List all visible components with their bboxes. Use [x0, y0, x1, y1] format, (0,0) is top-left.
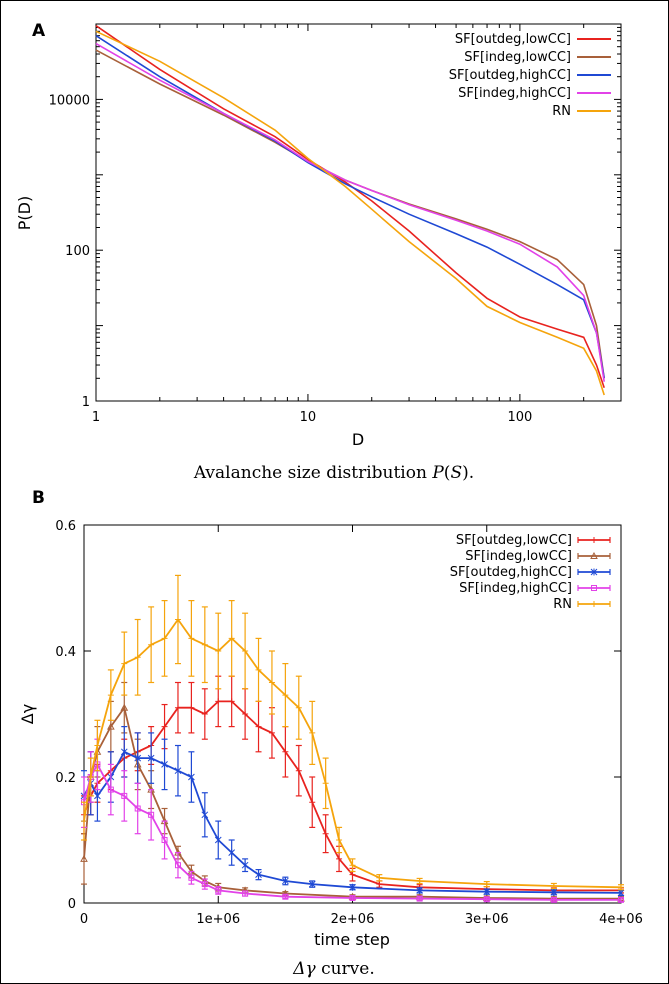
- data-point-b: [201, 881, 208, 888]
- y-tick-label-a: 100: [65, 244, 90, 259]
- data-point-b: [188, 874, 195, 881]
- legend-label-a: RN: [552, 104, 571, 119]
- series-line-b: [83, 762, 621, 901]
- series-line-a: [95, 25, 605, 388]
- chart-a: 1 10 100 1 100 10000 SF[outdeg,lowCC] SF[indeg…: [15, 23, 622, 449]
- caption-b-var: Δγ: [292, 959, 316, 979]
- legend-label-a: SF[indeg,lowCC]: [464, 50, 571, 65]
- legend-b: SF[outdeg,lowCC]SF[indeg,lowCC]SF[outdeg…: [450, 533, 611, 612]
- axis-ticks-b: 0 1e+06 2e+06 3e+06 4e+06 0 0.2 0.4 0.6: [55, 519, 643, 927]
- x-tick-label-b: 0: [80, 912, 88, 927]
- series-line-a: [95, 42, 605, 382]
- x-tick-label-a: 10: [300, 410, 317, 425]
- data-point-b: [80, 854, 88, 862]
- x-tick-label-b: 2e+06: [331, 912, 375, 927]
- x-tick-label-b: 1e+06: [196, 912, 240, 927]
- series-group-a: [95, 25, 605, 396]
- caption-b: Δγ curve.: [292, 959, 375, 979]
- legend-label-b: SF[outdeg,highCC]: [450, 565, 572, 580]
- caption-b-suffix: curve.: [316, 959, 375, 979]
- data-point-b: [590, 551, 598, 559]
- panel-label-b: B: [32, 488, 45, 508]
- data-point-b: [161, 837, 168, 843]
- y-tick-label-b: 0: [68, 897, 76, 912]
- panel-label-a: A: [32, 21, 46, 41]
- caption-a-var: P: [431, 463, 444, 483]
- y-tick-label-b: 0.6: [55, 519, 76, 534]
- data-point-b: [174, 862, 181, 869]
- data-point-b: [617, 889, 625, 897]
- data-point-b: [590, 568, 598, 576]
- data-point-b: [121, 792, 128, 799]
- series-line-b: [83, 750, 622, 894]
- data-point-b: [148, 811, 155, 818]
- legend-label-b: RN: [553, 597, 572, 612]
- caption-a-suffix: .: [469, 463, 474, 483]
- x-axis-label-b: time step: [314, 930, 390, 949]
- series-b: [81, 574, 624, 891]
- legend-label-b: SF[indeg,lowCC]: [465, 549, 572, 564]
- caption-a: Avalanche size distribution P(S).: [193, 463, 474, 483]
- caption-a-arg: S: [450, 463, 462, 483]
- axis-ticks-a: 1 10 100 1 100 10000: [49, 23, 622, 425]
- legend-label-b: SF[outdeg,lowCC]: [456, 533, 572, 548]
- legend-label-a: SF[indeg,highCC]: [458, 86, 571, 101]
- data-point-b: [591, 601, 597, 607]
- data-point-b: [134, 805, 141, 812]
- x-tick-label-a: 100: [507, 410, 532, 425]
- chart-b: 0 1e+06 2e+06 3e+06 4e+06 0 0.2 0.4 0.6 SF[outde…: [18, 519, 643, 949]
- plot-frame-a: [95, 23, 622, 402]
- data-point-b: [107, 722, 115, 730]
- legend-label-b: SF[indeg,highCC]: [459, 581, 572, 596]
- series-line-b: [83, 617, 622, 889]
- y-tick-label-a: 10000: [49, 93, 90, 108]
- x-tick-label-b: 3e+06: [465, 912, 509, 927]
- legend-a: SF[outdeg,lowCC] SF[indeg,lowCC] SF[outdeg…: [449, 32, 611, 119]
- data-point-b: [107, 786, 114, 793]
- y-tick-label-b: 0.2: [55, 771, 76, 786]
- data-point-b: [591, 537, 597, 543]
- data-point-b: [591, 585, 597, 591]
- x-tick-label-b: 4e+06: [599, 912, 643, 927]
- y-axis-label-a: P(D): [15, 196, 34, 230]
- y-axis-label-b: Δγ: [18, 704, 37, 724]
- legend-label-a: SF[outdeg,lowCC]: [455, 32, 571, 47]
- series-group-b: [80, 574, 625, 903]
- x-tick-label-a: 1: [92, 410, 100, 425]
- x-axis-label-a: D: [352, 430, 364, 449]
- series-line-a: [95, 30, 605, 396]
- series-line-b: [83, 700, 621, 892]
- y-tick-label-a: 1: [82, 395, 90, 410]
- y-tick-label-b: 0.4: [55, 645, 76, 660]
- legend-label-a: SF[outdeg,highCC]: [449, 68, 571, 83]
- caption-a-prefix: Avalanche size distribution: [193, 463, 433, 483]
